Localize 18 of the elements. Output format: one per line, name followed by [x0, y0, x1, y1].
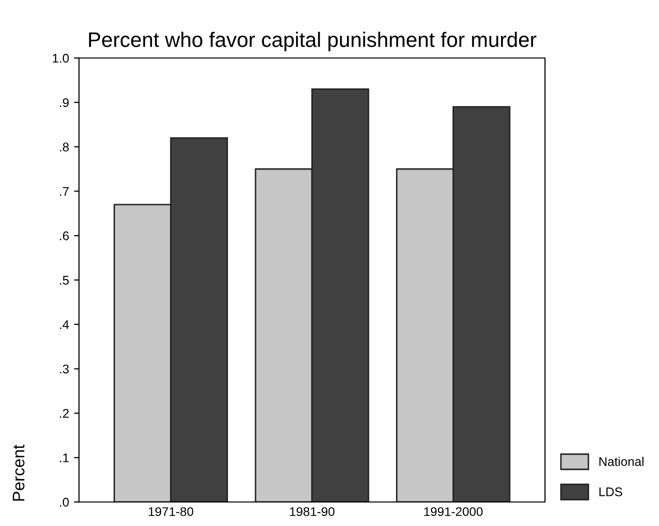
y-tick-label: .3 — [60, 364, 69, 374]
y-tick-label: .8 — [60, 142, 69, 152]
y-axis-title: Percent — [12, 444, 24, 501]
x-tick-label: 1981-90 — [290, 507, 334, 516]
y-tick-label: .4 — [60, 320, 69, 329]
legend-label: LDS — [599, 487, 622, 496]
y-tick-label: .2 — [60, 409, 69, 418]
y-tick-label: .7 — [60, 187, 69, 196]
x-tick-label: 1971-80 — [148, 507, 194, 516]
x-tick-label: 1991-2000 — [424, 507, 483, 516]
y-tick-label: .6 — [60, 231, 69, 240]
y-tick-label: 1.0 — [52, 54, 69, 63]
chart-title: Percent who favor capital punishment for murder — [89, 32, 536, 52]
y-tick-label: .0 — [60, 498, 69, 507]
y-tick-label: .9 — [60, 98, 69, 108]
legend-label: National — [599, 456, 644, 466]
y-tick-label: .1 — [60, 454, 69, 462]
y-tick-label: .5 — [60, 276, 69, 285]
